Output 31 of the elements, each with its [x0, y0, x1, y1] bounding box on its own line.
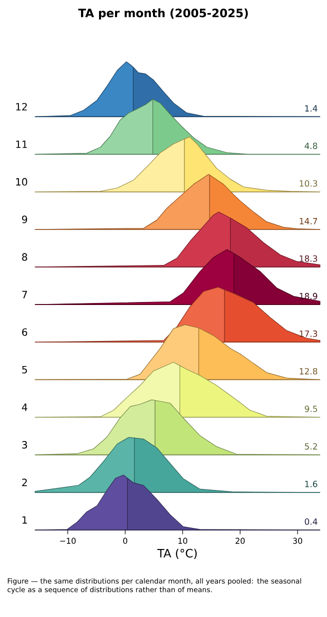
y-axis-title: 8 — [22, 253, 28, 261]
y-axis-title: 2 — [22, 478, 27, 486]
y-axis-title: 6 — [22, 328, 28, 336]
annotation: 18.9 — [300, 292, 318, 300]
y-axis-title: 1 — [22, 516, 27, 524]
annotation: 9.5 — [304, 406, 318, 412]
y-axis-title: 12 — [16, 102, 27, 110]
y-axis-title: 7 — [22, 290, 27, 298]
y-axis-title: 5 — [22, 366, 27, 374]
annotation: 10.3 — [300, 180, 318, 187]
annotation: 5.2 — [304, 443, 317, 450]
x-tick-label: 30 — [293, 538, 302, 544]
annotation: 17.3 — [300, 330, 318, 337]
y-axis-title: 4 — [22, 404, 28, 411]
chart-title: TA per month (2005-2025) — [78, 8, 248, 20]
annotation: 14.7 — [300, 218, 318, 224]
x-axis-title: TA (°C) — [157, 548, 197, 559]
annotation: 18.3 — [300, 255, 318, 262]
x-tick-label: 20 — [236, 538, 245, 544]
y-axis-title: 9 — [22, 216, 28, 224]
annotation: 1.4 — [305, 105, 318, 112]
x-tick-label: 10 — [178, 538, 188, 544]
annotation: 0.4 — [304, 518, 318, 525]
y-axis-title: 11 — [16, 140, 27, 148]
y-axis-title: 10 — [16, 178, 28, 186]
annotation: 4.8 — [304, 142, 318, 150]
annotation: 1.6 — [305, 480, 318, 488]
annotation: 12.8 — [300, 368, 318, 374]
x-tick-label: −10 — [60, 538, 76, 544]
y-axis-title: 3 — [22, 441, 28, 449]
x-tick-label: 0 — [123, 538, 128, 544]
